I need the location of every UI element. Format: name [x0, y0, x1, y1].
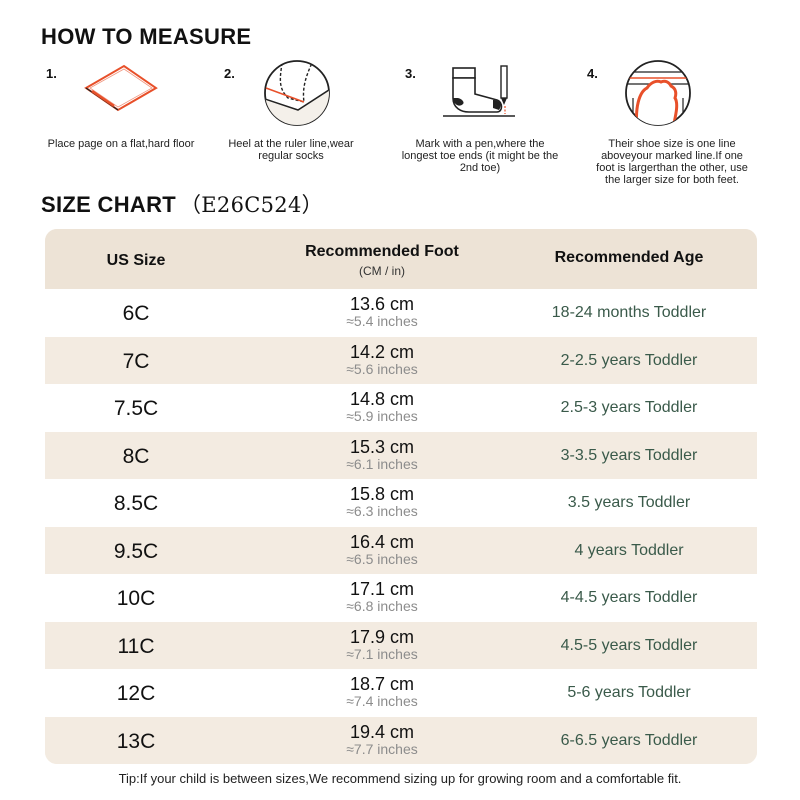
table-row: 10C 17.1 cm ≈6.8 inches 4-4.5 years Toddler: [45, 574, 757, 622]
step-caption: Heel at the ruler line,wear regular sock…: [228, 138, 354, 162]
cell-recommended-age: 4.5-5 years Toddler: [560, 636, 698, 654]
size-chart-title: SIZE CHART （E26C524）: [41, 189, 323, 219]
foot-length-cm: 15.8 cm: [349, 484, 415, 504]
cell-foot-length: 14.8 cm ≈5.9 inches: [289, 390, 475, 424]
step-caption: Their shoe size is one line aboveyour ma…: [596, 138, 748, 186]
step-number: 3.: [405, 66, 416, 81]
header-us-size: US Size: [106, 252, 166, 269]
foot-length-cm: 17.9 cm: [349, 626, 415, 647]
foot-length-inches: ≈5.6 inches: [346, 360, 418, 377]
cell-us-size: 8C: [122, 444, 150, 468]
cell-foot-length: 18.7 cm ≈7.4 inches: [289, 675, 475, 709]
foot-length-cm: 15.3 cm: [349, 436, 415, 457]
step-caption: Mark with a pen,where the longest toe en…: [401, 138, 559, 174]
cell-foot-length: 14.2 cm ≈5.6 inches: [289, 341, 475, 377]
table-row: 8C 15.3 cm ≈6.1 inches 3-3.5 years Toddler: [45, 431, 757, 479]
cell-foot-length: 19.4 cm ≈7.7 inches: [289, 721, 475, 757]
cell-foot-length: 15.8 cm ≈6.3 inches: [289, 485, 475, 519]
foot-length-cm: 14.2 cm: [349, 341, 415, 362]
foot-length-inches: ≈6.5 inches: [346, 550, 418, 567]
size-table: US Size Recommended Foot (CM / in) Recom…: [45, 229, 757, 764]
foot-length-cm: 18.7 cm: [349, 674, 415, 694]
foot-length-inches: ≈6.3 inches: [346, 503, 418, 519]
table-row: 9.5C 16.4 cm ≈6.5 inches 4 years Toddler: [45, 526, 757, 574]
cell-recommended-age: 18-24 months Toddler: [551, 304, 707, 321]
cell-recommended-age: 6-6.5 years Toddler: [560, 731, 698, 749]
foot-length-cm: 13.6 cm: [349, 294, 415, 314]
table-row: 13C 19.4 cm ≈7.7 inches 6-6.5 years Toddler: [45, 716, 757, 764]
foot-outline-icon: [625, 60, 691, 126]
cell-recommended-age: 4 years Toddler: [574, 541, 684, 559]
cell-us-size: 13C: [116, 729, 156, 753]
cell-foot-length: 13.6 cm ≈5.4 inches: [289, 295, 475, 329]
foot-length-inches: ≈5.4 inches: [346, 313, 418, 329]
foot-length-inches: ≈7.7 inches: [346, 740, 418, 757]
foot-length-inches: ≈6.8 inches: [346, 598, 418, 614]
header-foot-units: (CM / in): [359, 264, 405, 278]
cell-us-size: 10C: [116, 587, 156, 610]
how-to-measure-title: HOW TO MEASURE: [41, 24, 252, 49]
header-recommended-age: Recommended Age: [554, 249, 704, 266]
table-row: 11C 17.9 cm ≈7.1 inches 4.5-5 years Toddler: [45, 621, 757, 669]
step-number: 4.: [587, 66, 598, 81]
model-number: （E26C524）: [180, 193, 323, 217]
cell-recommended-age: 5-6 years Toddler: [567, 684, 691, 701]
step-number: 2.: [224, 66, 235, 81]
size-chart-heading: SIZE CHART: [41, 192, 176, 217]
table-row: 7.5C 14.8 cm ≈5.9 inches 2.5-3 years Toddle…: [45, 384, 757, 432]
cell-us-size: 11C: [117, 634, 155, 658]
cell-foot-length: 17.9 cm ≈7.1 inches: [289, 626, 475, 662]
cell-foot-length: 17.1 cm ≈6.8 inches: [289, 580, 475, 614]
foot-length-inches: ≈7.4 inches: [346, 693, 418, 709]
foot-length-inches: ≈5.9 inches: [346, 408, 418, 424]
sock-and-pen-icon: [443, 65, 515, 117]
cell-recommended-age: 2.5-3 years Toddler: [560, 399, 698, 416]
foot-length-cm: 14.8 cm: [349, 389, 415, 409]
foot-length-cm: 19.4 cm: [349, 721, 415, 742]
header-recommended-foot: Recommended Foot (CM / in): [265, 243, 499, 278]
paper-on-floor-icon: [84, 64, 158, 112]
table-header: US Size Recommended Foot (CM / in) Recom…: [45, 229, 757, 289]
cell-recommended-age: 3.5 years Toddler: [567, 494, 691, 511]
cell-us-size: 6C: [122, 302, 150, 325]
cell-us-size: 8.5C: [113, 492, 159, 515]
cell-us-size: 9.5C: [113, 539, 159, 563]
header-foot-label: Recommended Foot: [305, 243, 459, 260]
step-caption: Place page on a flat,hard floor: [47, 138, 195, 150]
cell-recommended-age: 4-4.5 years Toddler: [560, 589, 698, 606]
heel-on-line-icon: [264, 60, 330, 126]
step-number: 1.: [46, 66, 57, 81]
foot-length-cm: 17.1 cm: [349, 579, 415, 599]
foot-length-inches: ≈7.1 inches: [346, 645, 418, 662]
table-row: 8.5C 15.8 cm ≈6.3 inches 3.5 years Toddler: [45, 479, 757, 527]
table-row: 6C 13.6 cm ≈5.4 inches 18-24 months Toddler: [45, 289, 757, 337]
table-row: 12C 18.7 cm ≈7.4 inches 5-6 years Toddler: [45, 669, 757, 717]
sizing-tip: Tip:If your child is between sizes,We re…: [118, 771, 682, 786]
cell-recommended-age: 3-3.5 years Toddler: [560, 446, 698, 464]
table-row: 7C 14.2 cm ≈5.6 inches 2-2.5 years Toddler: [45, 336, 757, 384]
foot-length-inches: ≈6.1 inches: [346, 455, 418, 472]
cell-us-size: 12C: [116, 682, 156, 705]
cell-foot-length: 15.3 cm ≈6.1 inches: [289, 436, 475, 472]
cell-us-size: 7C: [122, 349, 150, 373]
cell-recommended-age: 2-2.5 years Toddler: [560, 351, 698, 369]
cell-us-size: 7.5C: [113, 397, 159, 420]
cell-foot-length: 16.4 cm ≈6.5 inches: [289, 531, 475, 567]
foot-length-cm: 16.4 cm: [349, 531, 415, 552]
